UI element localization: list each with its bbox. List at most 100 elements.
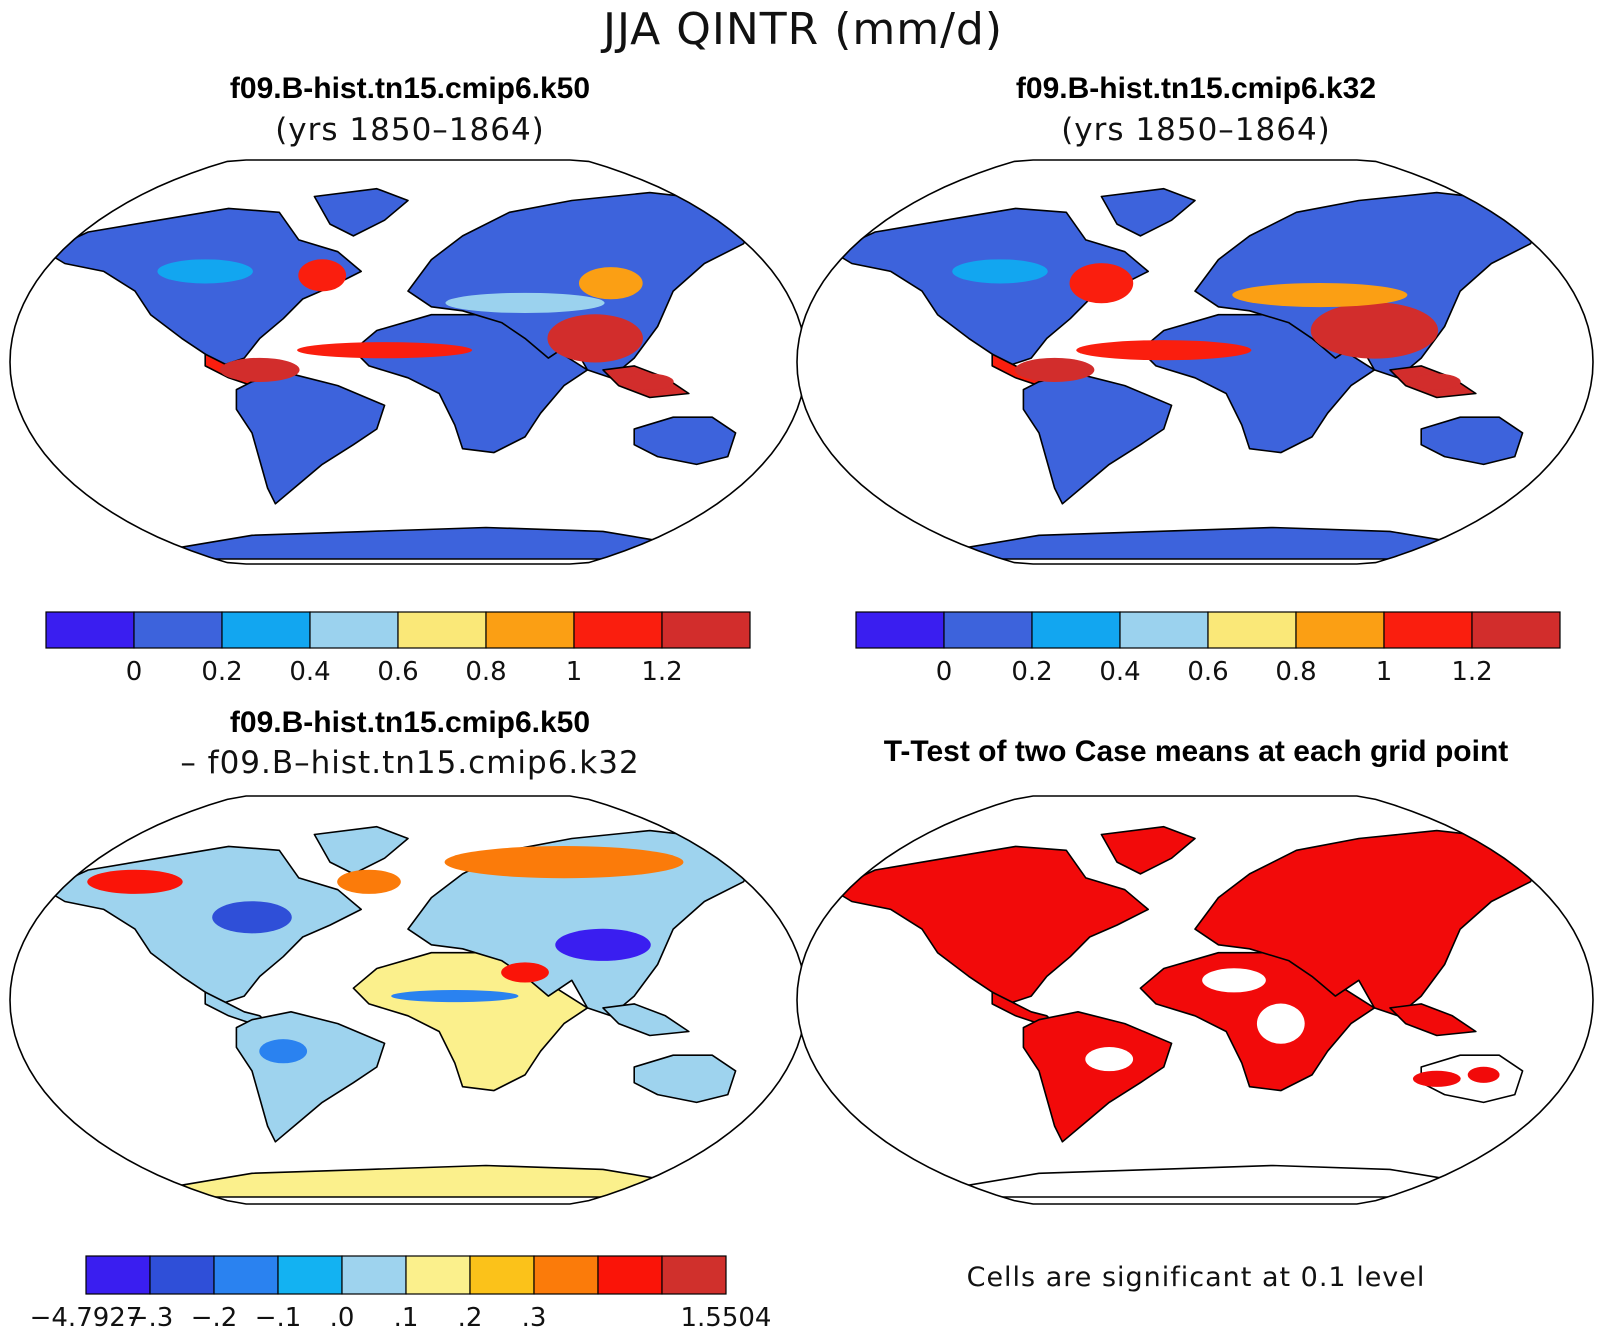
land-greenland bbox=[1100, 825, 1196, 875]
colorbar-tick-label: 1.2 bbox=[641, 657, 682, 687]
panel-3-title: f09.B-hist.tn15.cmip6.k50 bbox=[229, 706, 591, 739]
field-patch bbox=[219, 357, 300, 382]
field-patch bbox=[157, 259, 253, 284]
land-north-america bbox=[44, 207, 362, 367]
colorbar-swatch bbox=[1471, 611, 1561, 649]
colorbar-swatch bbox=[213, 1255, 279, 1295]
colorbar-swatch bbox=[485, 611, 575, 649]
panel-4-title: T-Test of two Case means at each grid po… bbox=[883, 735, 1509, 768]
colorbar-swatch bbox=[1383, 611, 1473, 649]
panel-1-subtitle: (yrs 1850–1864) bbox=[275, 112, 545, 148]
land-south-america bbox=[1022, 1011, 1173, 1143]
field-patch bbox=[259, 1039, 308, 1064]
land-seasia bbox=[602, 1003, 690, 1037]
colorbar-swatch bbox=[661, 611, 751, 649]
colorbar-tick-label: 0.6 bbox=[377, 657, 418, 687]
colorbar-tick-label: 0.6 bbox=[1187, 657, 1228, 687]
colorbar-tick-label: 0.2 bbox=[201, 657, 242, 687]
colorbar-tick-label: 0 bbox=[126, 657, 143, 687]
field-patch bbox=[625, 373, 674, 390]
land-antarctica bbox=[921, 1164, 1508, 1198]
colorbar-tick-label: .3 bbox=[522, 1303, 547, 1327]
field-patch bbox=[337, 869, 401, 894]
map-panel-2 bbox=[797, 160, 1593, 564]
map-panel-3 bbox=[10, 796, 806, 1204]
panel-3-subtitle: – f09.B–hist.tn15.cmip6.k32 bbox=[180, 745, 640, 781]
colorbar-swatch bbox=[1295, 611, 1385, 649]
colorbar-swatch bbox=[469, 1255, 535, 1295]
field-patch bbox=[1014, 357, 1095, 382]
field-patch bbox=[391, 990, 519, 1003]
land-south-america bbox=[1022, 373, 1173, 505]
colorbar-tick-label: −.1 bbox=[255, 1303, 302, 1327]
colorbar-swatch bbox=[533, 1255, 599, 1295]
land-seasia bbox=[1389, 1003, 1477, 1037]
field-patch bbox=[212, 901, 292, 934]
land-north-america bbox=[831, 207, 1149, 367]
colorbar-panel-1: 0 0.2 0.4 0.6 0.8 1 1.2 bbox=[45, 611, 751, 687]
colorbar-tick-label: .0 bbox=[330, 1303, 355, 1327]
colorbar-swatch bbox=[661, 1255, 727, 1295]
colorbar-tick-label: 0.4 bbox=[289, 657, 330, 687]
field-patch bbox=[1085, 1047, 1134, 1072]
map-frame bbox=[9, 795, 807, 1205]
panel-2-subtitle: (yrs 1850–1864) bbox=[1061, 112, 1331, 148]
colorbar-tick-label: 1.2 bbox=[1451, 657, 1492, 687]
field-patch bbox=[87, 869, 183, 894]
colorbar-panel-2: 0 0.2 0.4 0.6 0.8 1 1.2 bbox=[855, 611, 1561, 687]
map-panel-4 bbox=[797, 796, 1593, 1204]
field-patch bbox=[1076, 340, 1252, 361]
colorbar-tick-label: .1 bbox=[394, 1303, 419, 1327]
colorbar-swatch bbox=[1031, 611, 1121, 649]
land-antarctica bbox=[134, 1164, 721, 1198]
panel-2-title: f09.B-hist.tn15.cmip6.k32 bbox=[1015, 72, 1377, 105]
significance-note: Cells are significant at 0.1 level bbox=[966, 1262, 1426, 1293]
land-australia bbox=[633, 416, 737, 466]
land-greenland bbox=[313, 187, 409, 237]
field-patch bbox=[1467, 1066, 1500, 1083]
land-north-america bbox=[831, 845, 1149, 1005]
field-patch bbox=[501, 962, 549, 983]
colorbar-swatch bbox=[277, 1255, 343, 1295]
colorbar-tick-label: 0.4 bbox=[1099, 657, 1140, 687]
field-patch bbox=[1069, 263, 1134, 304]
colorbar-tick-label: .2 bbox=[458, 1303, 483, 1327]
field-patch bbox=[1202, 968, 1266, 993]
land-greenland bbox=[1100, 187, 1196, 237]
colorbar-swatch bbox=[309, 611, 399, 649]
colorbar-swatch bbox=[397, 611, 487, 649]
land-eurasia bbox=[1194, 829, 1547, 1017]
field-patch bbox=[298, 259, 347, 292]
colorbar-swatch bbox=[405, 1255, 471, 1295]
colorbar-swatch bbox=[855, 611, 945, 649]
map-frame bbox=[796, 795, 1594, 1205]
colorbar-tick-label: −.3 bbox=[127, 1303, 174, 1327]
map-frame bbox=[796, 159, 1594, 565]
colorbar-swatch bbox=[597, 1255, 663, 1295]
field-patch bbox=[578, 267, 643, 300]
map-frame bbox=[9, 159, 807, 565]
colorbar-swatch bbox=[943, 611, 1033, 649]
colorbar-panel-3: −4.7927−.3 −.2 −.1 .0 .1 .2 .3 1.5504 bbox=[30, 1255, 771, 1327]
colorbar-swatch bbox=[341, 1255, 407, 1295]
field-patch bbox=[1232, 282, 1408, 308]
colorbar-tick-label: 0.8 bbox=[1275, 657, 1316, 687]
colorbar-swatch bbox=[573, 611, 663, 649]
land-south-america bbox=[235, 373, 386, 505]
colorbar-tick-label: 1 bbox=[566, 657, 583, 687]
colorbar-tick-label: 0.2 bbox=[1011, 657, 1052, 687]
colorbar-swatch bbox=[1119, 611, 1209, 649]
colorbar-tick-label: −4.7927 bbox=[30, 1303, 143, 1327]
field-patch bbox=[1310, 302, 1439, 359]
field-patch bbox=[547, 314, 643, 363]
land-greenland bbox=[313, 825, 409, 875]
colorbar-swatch bbox=[45, 611, 135, 649]
field-patch bbox=[555, 928, 651, 961]
land-antarctica bbox=[134, 526, 721, 560]
field-patch bbox=[1412, 1070, 1461, 1087]
land-australia bbox=[1420, 416, 1524, 466]
colorbar-swatch bbox=[133, 611, 223, 649]
panel-1-title: f09.B-hist.tn15.cmip6.k50 bbox=[229, 72, 591, 105]
figure-title: JJA QINTR (mm/d) bbox=[602, 4, 1004, 55]
